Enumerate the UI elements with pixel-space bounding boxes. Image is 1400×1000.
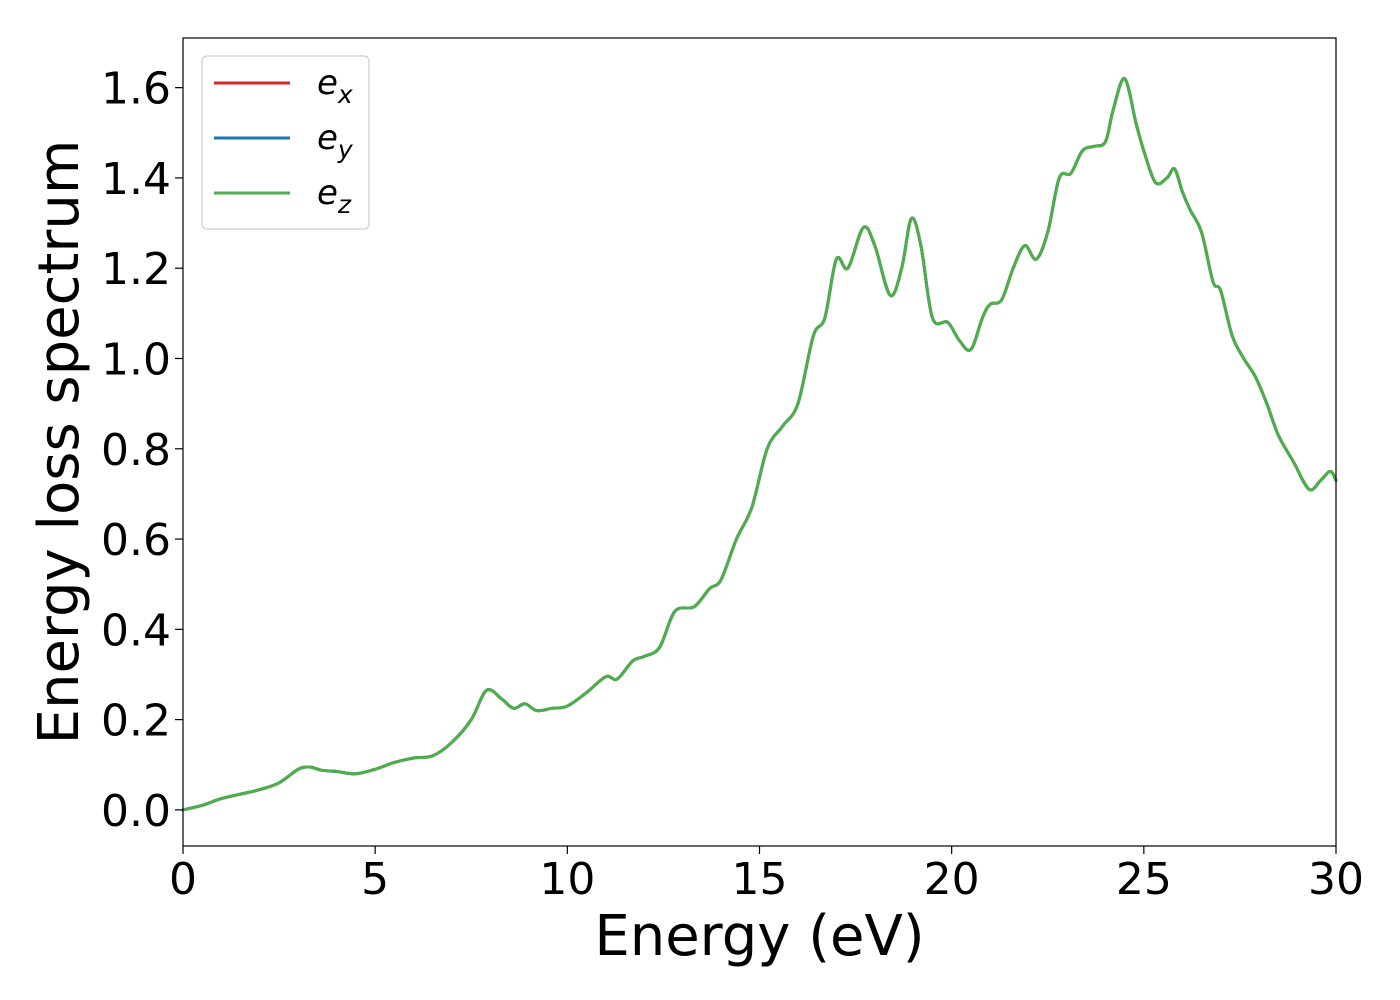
legend-label-subscript: z <box>337 190 352 219</box>
y-tick-label: 0.2 <box>101 696 171 747</box>
legend-label: ez <box>317 173 352 219</box>
x-tick-label: 30 <box>1308 854 1364 905</box>
x-tick-label: 20 <box>924 854 980 905</box>
y-tick-label: 1.6 <box>101 64 171 115</box>
legend-label-subscript: x <box>337 80 353 109</box>
series-line-ez <box>181 77 1338 812</box>
x-tick-label: 5 <box>361 854 389 905</box>
legend-label: ey <box>317 118 354 164</box>
y-axis-label: Energy loss spectrum <box>27 140 92 745</box>
legend-label-base: e <box>317 118 338 158</box>
x-axis-ticks: 0 5 10 15 20 25 30 <box>169 846 1364 905</box>
y-tick-label: 1.0 <box>101 334 171 385</box>
y-tick-label: 0.6 <box>101 515 171 566</box>
legend-label-base: e <box>317 63 338 103</box>
y-tick-label: 1.4 <box>101 154 171 205</box>
y-axis-ticks: 0.0 0.2 0.4 0.6 0.8 1.0 1.2 1.4 1.6 <box>101 64 183 837</box>
legend-label-base: e <box>317 173 338 213</box>
legend-label-subscript: y <box>337 135 354 164</box>
y-tick-label: 0.8 <box>101 425 171 476</box>
legend-box <box>201 55 370 230</box>
x-tick-label: 10 <box>539 854 595 905</box>
x-tick-label: 15 <box>732 854 788 905</box>
y-tick-label: 0.0 <box>101 786 171 837</box>
x-axis-label: Energy (eV) <box>594 904 924 969</box>
legend-label: ex <box>317 63 353 109</box>
y-tick-label: 0.4 <box>101 605 171 656</box>
x-tick-label: 25 <box>1116 854 1172 905</box>
x-tick-label: 0 <box>169 854 197 905</box>
y-tick-label: 1.2 <box>101 244 171 295</box>
series-layer <box>181 77 1338 812</box>
